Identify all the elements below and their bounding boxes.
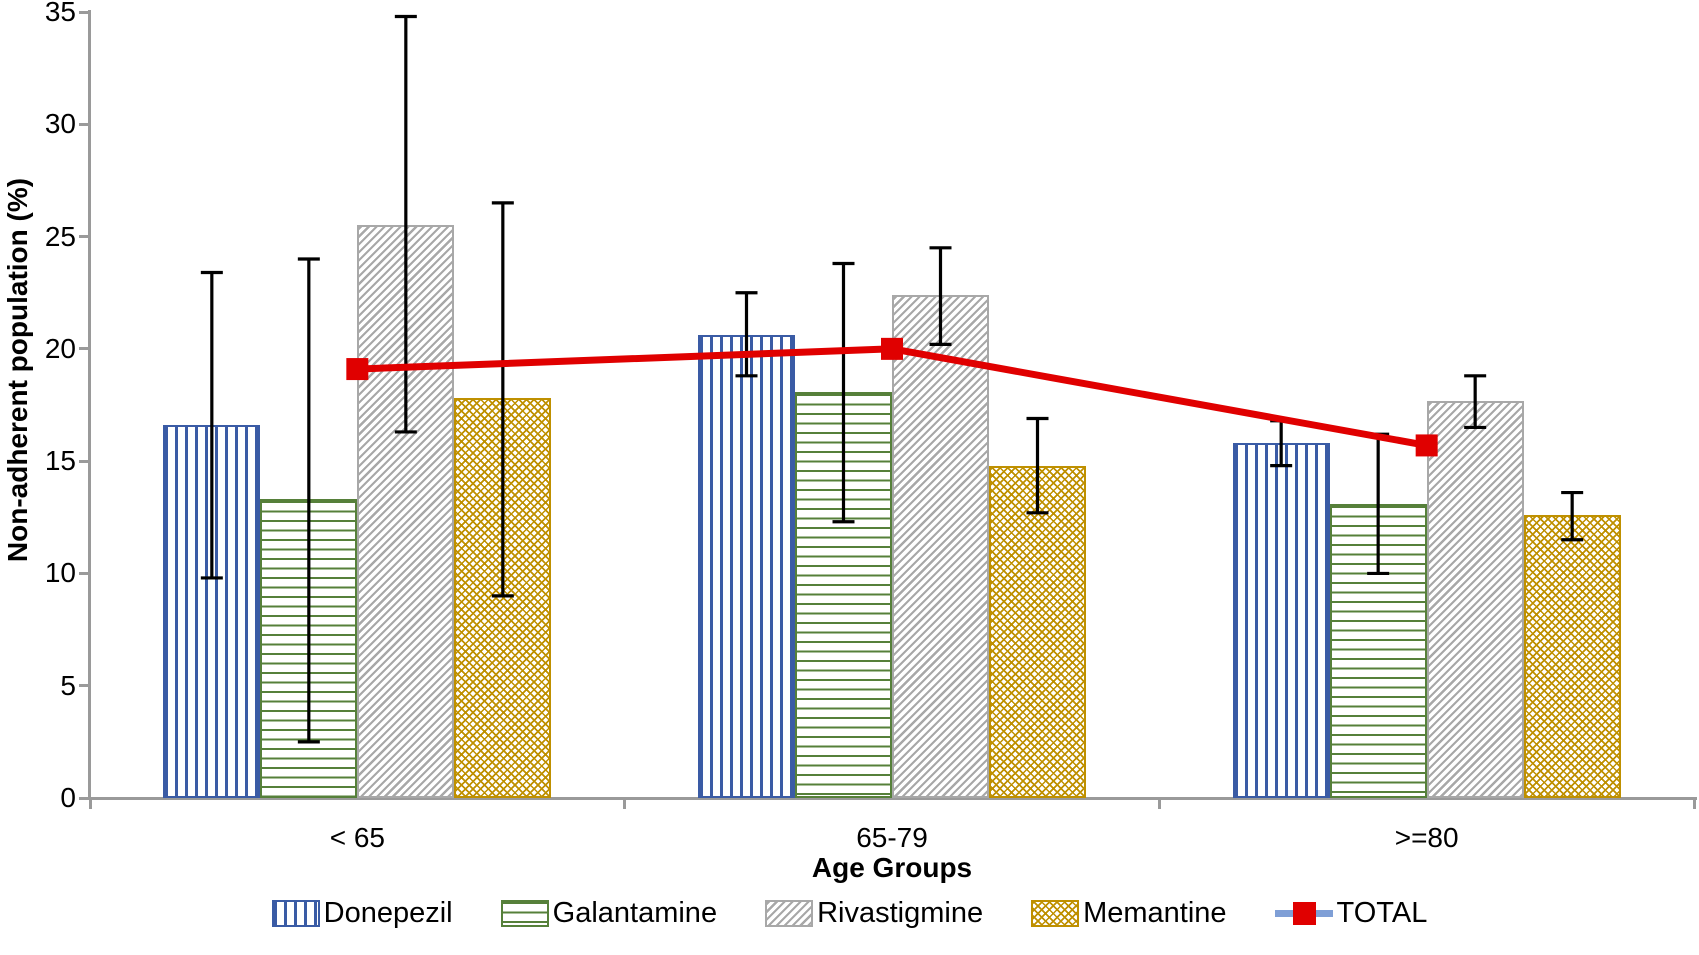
legend-swatch-memantine-icon <box>1031 900 1080 927</box>
y-tick-mark <box>79 10 89 14</box>
legend-item-rivastigmine: Rivastigmine <box>765 897 983 930</box>
bar-galantamine-65-79 <box>795 391 892 798</box>
legend-item-total: TOTAL <box>1274 897 1428 930</box>
legend-swatch-donepezil-icon <box>271 900 320 927</box>
y-tick-mark <box>79 122 89 126</box>
x-axis-line <box>85 797 1697 800</box>
legend-label-donepezil: Donepezil <box>323 897 453 929</box>
category-label-65: < 65 <box>329 822 385 853</box>
legend-label-galantamine: Galantamine <box>552 897 718 929</box>
y-tick-mark <box>79 796 89 800</box>
bar-donepezil-65 <box>163 425 261 798</box>
y-tick-mark <box>79 684 89 688</box>
legend-label-memantine: Memantine <box>1083 897 1227 929</box>
y-tick-mark <box>79 235 89 239</box>
y-tick-label: 35 <box>44 0 76 27</box>
y-tick-label: 15 <box>44 445 76 477</box>
bar-rivastigmine-65-79 <box>892 294 989 798</box>
category-label-80: >=80 <box>1394 822 1459 853</box>
x-tick-mark <box>1157 800 1161 809</box>
legend-label-rivastigmine: Rivastigmine <box>817 897 984 929</box>
category-label-65-79: 65-79 <box>856 822 928 853</box>
legend-total-marker-icon <box>1274 900 1333 927</box>
bar-galantamine-65 <box>260 499 358 798</box>
legend-total-square-icon <box>1292 902 1316 925</box>
legend-item-memantine: Memantine <box>1031 897 1227 930</box>
legend-swatch-rivastigmine-icon <box>765 900 814 927</box>
legend-label-total: TOTAL <box>1336 897 1428 929</box>
y-tick-mark <box>79 571 89 575</box>
x-tick-mark <box>1692 800 1696 809</box>
plot-area <box>90 12 1694 798</box>
y-tick-label: 0 <box>60 782 76 813</box>
x-tick-mark <box>623 800 627 809</box>
y-tick-label: 20 <box>44 332 76 364</box>
bar-donepezil-65-79 <box>698 335 795 798</box>
y-tick-label: 30 <box>44 108 76 140</box>
legend-item-galantamine: Galantamine <box>500 897 718 930</box>
legend: Donepezil Galantamine Rivastigmine Memantin… <box>0 897 1699 930</box>
x-axis-title: Age Groups <box>811 852 973 883</box>
bar-memantine-65-79 <box>989 465 1086 798</box>
bar-rivastigmine-80 <box>1426 400 1524 798</box>
bar-memantine-80 <box>1523 515 1621 798</box>
y-tick-label: 5 <box>60 669 76 701</box>
legend-swatch-galantamine-icon <box>500 900 549 927</box>
y-axis-line <box>88 10 91 800</box>
bar-memantine-65 <box>454 398 552 798</box>
bar-donepezil-80 <box>1232 443 1330 798</box>
y-tick-mark <box>79 347 89 351</box>
y-tick-label: 25 <box>44 220 76 252</box>
y-tick-mark <box>79 459 89 463</box>
bar-galantamine-80 <box>1329 503 1427 798</box>
bar-rivastigmine-65 <box>357 225 455 798</box>
legend-item-donepezil: Donepezil <box>271 897 453 930</box>
x-tick-mark <box>88 800 92 809</box>
y-tick-label: 10 <box>44 557 76 589</box>
